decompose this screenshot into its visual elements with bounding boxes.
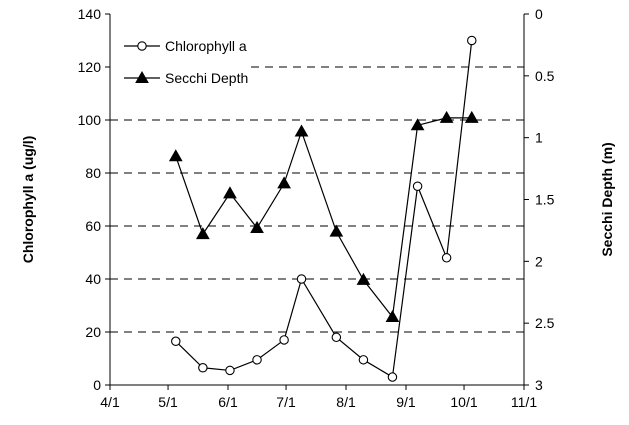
x-tick-label: 6/1 (218, 394, 238, 410)
legend: Chlorophyll a Secchi Depth (124, 38, 248, 86)
data-point (223, 186, 237, 199)
y2-axis-title: Secchi Depth (m) (599, 142, 615, 256)
gridlines (110, 66, 524, 333)
y-tick-label: 40 (85, 271, 101, 287)
legend-item: Chlorophyll a (124, 38, 247, 54)
y2-tick-label: 1 (535, 130, 543, 146)
x-tick-label: 7/1 (276, 394, 296, 410)
data-point (171, 336, 181, 347)
y-tick-label: 60 (85, 218, 101, 234)
data-point (252, 355, 262, 365)
data-point (294, 124, 309, 137)
data-point (198, 363, 208, 373)
legend-item: Secchi Depth (124, 70, 248, 86)
data-point (358, 355, 369, 365)
y-tick-label: 120 (78, 59, 102, 75)
data-point (331, 332, 342, 343)
y-tick-label: 0 (93, 377, 101, 393)
data-point (439, 110, 454, 123)
axes: 0 20 40 60 80 100 120 140 0 0.5 1 1.5 2 2.5 3 4/1 5/1 6/1… (20, 6, 615, 410)
data-point (279, 335, 289, 345)
x-tick-label: 8/1 (336, 394, 356, 410)
x-tick-label: 5/1 (158, 394, 178, 410)
x-tick-label: 11/1 (511, 394, 537, 410)
y-tick-label: 80 (85, 165, 101, 181)
y-axis-title: Chlorophyll a (ug/l) (20, 136, 36, 264)
y-tick-label: 140 (78, 6, 102, 22)
data-point (277, 176, 291, 189)
data-point (329, 224, 344, 237)
y2-tick-label: 2.5 (535, 315, 555, 331)
data-point (410, 118, 425, 131)
legend-label: Chlorophyll a (165, 38, 247, 54)
series-line (175, 117, 472, 319)
y2-tick-label: 0.5 (535, 68, 555, 84)
y2-tick-label: 0 (535, 6, 543, 22)
series-secchi-depth (168, 110, 479, 322)
series-chlorophyll-a (171, 35, 477, 382)
data-point (441, 253, 452, 263)
x-tick-label: 4/1 (100, 394, 120, 410)
data-point (225, 365, 235, 376)
y-tick-label: 100 (78, 112, 102, 128)
data-point (467, 35, 477, 46)
y2-tick-label: 3 (535, 377, 543, 393)
y-tick-label: 20 (85, 324, 101, 340)
legend-marker (137, 41, 147, 51)
data-point (296, 274, 307, 284)
data-point (168, 149, 183, 162)
x-tick-label: 10/1 (450, 394, 477, 410)
y2-tick-label: 1.5 (535, 192, 555, 208)
legend-marker (135, 70, 149, 83)
data-point (387, 372, 398, 382)
data-point (195, 227, 210, 240)
series-layer (168, 35, 479, 382)
data-point (412, 181, 423, 192)
x-tick-label: 9/1 (396, 394, 416, 410)
legend-label: Secchi Depth (165, 70, 248, 86)
data-point (385, 309, 400, 322)
data-point (464, 110, 479, 123)
data-point (250, 220, 264, 233)
y2-tick-label: 2 (535, 253, 543, 269)
data-point (356, 272, 371, 285)
